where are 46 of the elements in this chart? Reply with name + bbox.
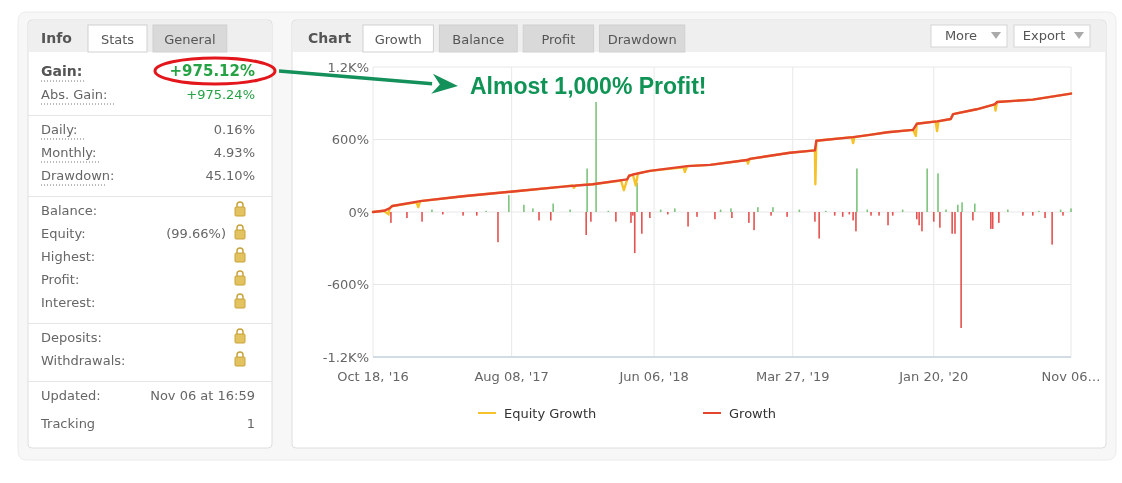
chart-title: Chart [308,30,352,46]
text: Monthly: [41,145,97,160]
y-tick-label: 1.2K% [327,59,369,75]
text: Export [1022,28,1066,43]
legend-label: Equity Growth [504,405,597,421]
text: Drawdown [607,32,677,47]
text: Tracking [40,416,96,431]
x-tick-label: Mar 27, '19 [755,369,830,384]
x-tick-label: Aug 08, '17 [474,369,549,384]
text: (99.66%) [166,226,226,241]
text: Profit: [41,272,80,287]
x-tick-label: Oct 18, '16 [337,369,409,384]
x-tick-label: Jun 06, '18 [618,369,689,384]
y-tick-label: -600% [327,277,369,293]
text: Info [41,30,73,46]
text: Withdrawals: [41,353,126,368]
text: Abs. Gain: [41,87,108,102]
annotation: Almost 1,000% Profit! [470,73,707,99]
text: Gain: [41,63,83,79]
text: 45.10% [205,168,255,183]
text: Updated: [41,388,101,403]
text: General [164,32,216,47]
text: Profit [541,32,576,47]
text: Balance [452,32,505,47]
text: 1 [246,416,255,431]
y-tick-label: 0% [348,204,369,220]
text: More [944,28,978,43]
text: Stats [100,32,135,47]
text: Drawdown: [41,168,115,183]
text: 0.16% [213,122,255,137]
x-tick-label: Nov 06… [1041,369,1101,384]
text: Deposits: [41,330,102,345]
x-tick-label: Jan 20, '20 [898,369,969,384]
y-tick-label: -1.2K% [322,349,369,365]
text: 4.93% [213,145,255,160]
text: Equity: [41,226,86,241]
text: Interest: [41,295,96,310]
text: Nov 06 at 16:59 [150,388,255,403]
text: +975.12% [169,62,255,80]
text: Daily: [41,122,78,137]
text: Growth [374,32,422,47]
y-tick-label: 600% [331,132,369,148]
text: Highest: [41,249,96,264]
text: Balance: [41,203,98,218]
legend-label: Growth [729,405,777,421]
text: +975.24% [186,87,255,102]
